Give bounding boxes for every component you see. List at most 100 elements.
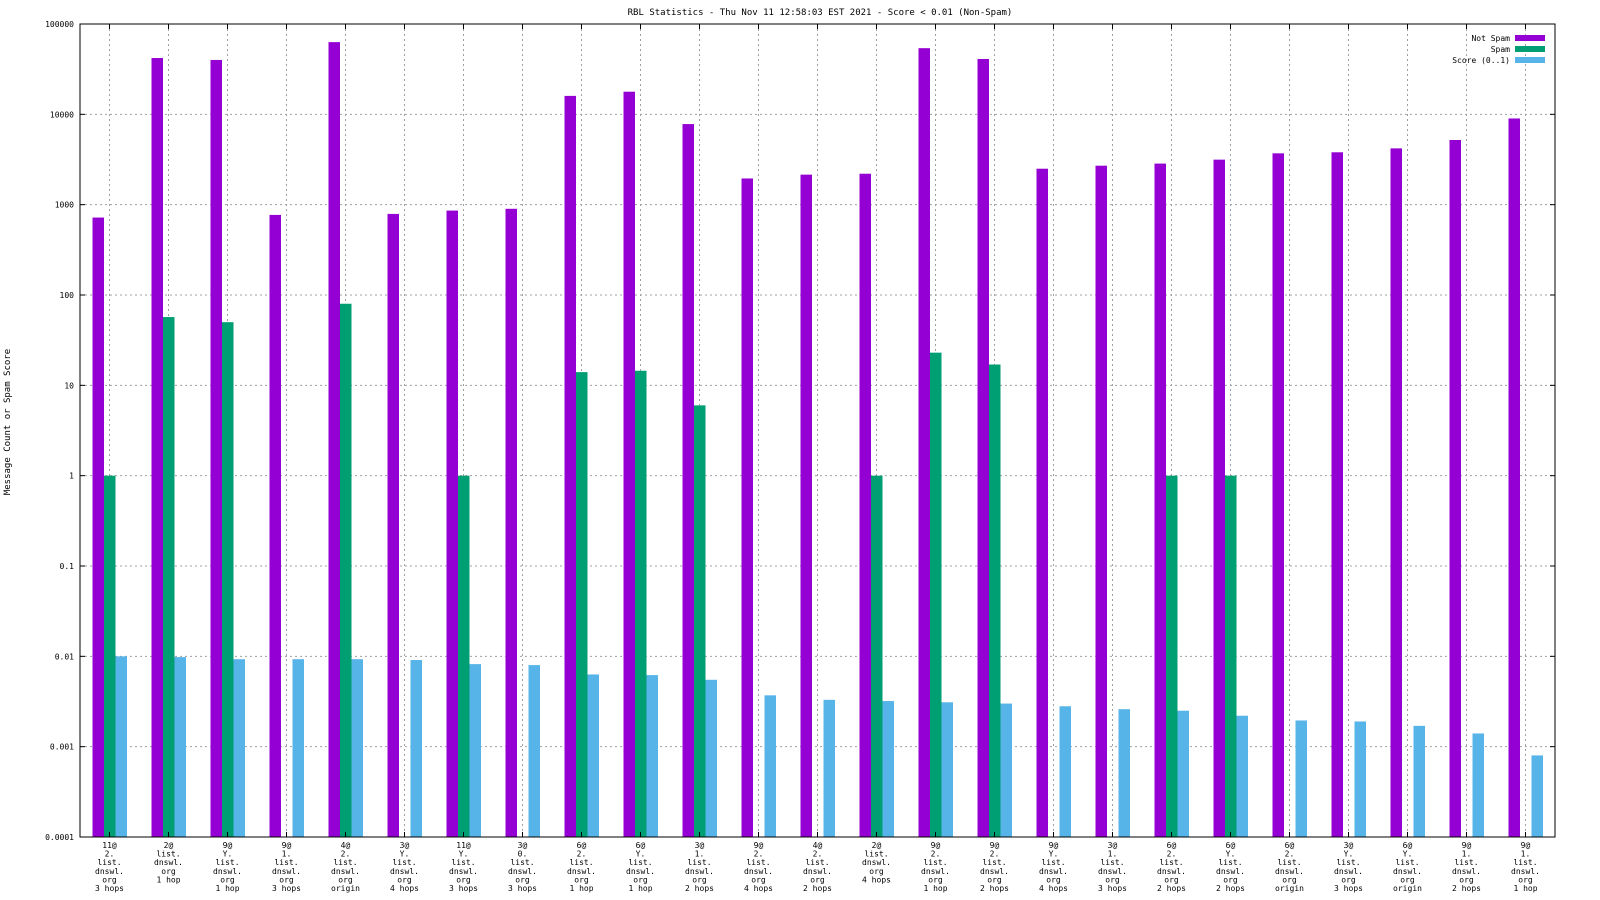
chart-title: RBL Statistics - Thu Nov 11 12:58:03 EST… [628, 8, 1013, 18]
bar-spam [222, 322, 234, 837]
x-tick-label-line: dnswl. [1452, 867, 1481, 876]
x-tick-label-line: 1. [282, 850, 292, 859]
x-tick-label: 9@ 1. list. dnswl. org 1 hop [1511, 841, 1540, 893]
bar-not-spam [1213, 159, 1225, 838]
x-tick-label-line: 2. [1167, 850, 1177, 859]
axes-layer: 0.0001 0.001 0.01 0.1 1 10 100 1000 10000 100000 1… [45, 20, 1556, 893]
x-tick-label-line: Y. [223, 850, 233, 859]
y-tick-label: 10000 [50, 110, 74, 119]
bar-score-0-1 [823, 699, 835, 837]
bar-not-spam [328, 42, 340, 838]
x-tick-label-line: list. [1041, 858, 1065, 867]
x-tick-label: 9@ 2. list. dnswl. org 4 hops [744, 841, 773, 893]
x-tick-label-line: list. [1454, 858, 1478, 867]
x-tick-label: 11@ 2. list. dnswl. org 3 hops [95, 841, 124, 893]
x-tick-label-line: 9@ [931, 841, 941, 850]
bar-score-0-1 [646, 675, 658, 837]
x-tick-label-line: list. [215, 858, 239, 867]
x-tick-label-line: 6@ [636, 841, 646, 850]
bar-not-spam [800, 174, 812, 837]
x-tick-label-line: 6@ [1167, 841, 1177, 850]
x-tick-label-line: list. [1159, 858, 1183, 867]
bars-layer [92, 42, 1543, 838]
x-tick-label-line: dnswl. [1393, 867, 1422, 876]
bar-spam [930, 352, 942, 837]
x-tick-label-line: list. [569, 858, 593, 867]
bar-spam [1166, 475, 1178, 837]
bar-not-spam [918, 48, 930, 837]
x-tick-label-line: 3@ [1344, 841, 1354, 850]
bar-score-0-1 [1354, 721, 1366, 837]
bar-not-spam [623, 91, 635, 838]
bar-score-0-1 [1000, 703, 1012, 837]
plot-frame [79, 23, 1556, 838]
bar-score-0-1 [1531, 755, 1543, 837]
x-tick-label-line: list. [805, 858, 829, 867]
x-tick-label-line: org [1518, 875, 1533, 884]
x-tick-label-line: list. [510, 858, 534, 867]
bar-not-spam [1272, 153, 1284, 837]
x-tick-label-line: list. [333, 858, 357, 867]
x-tick-label-line: org [1223, 875, 1238, 884]
y-tick-label: 0.01 [55, 652, 74, 661]
x-tick-label-line: list. [1277, 858, 1301, 867]
x-tick-label-line: list. [1513, 858, 1537, 867]
x-tick-label-line: 9@ [1049, 841, 1059, 850]
x-tick-label-line: 3@ [518, 841, 528, 850]
bar-spam [694, 405, 706, 837]
bar-score-0-1 [882, 701, 894, 837]
bar-score-0-1 [1059, 706, 1071, 837]
x-tick-label-line: 1 hop [156, 875, 180, 884]
bar-score-0-1 [528, 665, 540, 837]
x-tick-label-line: 1 hop [569, 884, 593, 893]
x-tick-label-line: org [928, 875, 943, 884]
x-tick-label-line: dnswl. [744, 867, 773, 876]
x-tick-label-line: org [1282, 875, 1297, 884]
x-tick-label-line: dnswl. [1216, 867, 1245, 876]
x-tick-label-line: dnswl. [331, 867, 360, 876]
x-tick-label-line: list. [274, 858, 298, 867]
x-tick-label-line: list. [156, 850, 180, 859]
x-tick-label-line: 1 hop [923, 884, 947, 893]
x-tick-label-line: 9@ [1521, 841, 1531, 850]
bar-score-0-1 [1118, 709, 1130, 837]
bar-score-0-1 [351, 659, 363, 837]
x-tick-label-line: 0. [518, 850, 528, 859]
x-tick-label: 4@ 2. list. dnswl. org origin [331, 841, 360, 893]
x-tick-label-line: org [338, 875, 353, 884]
x-tick-label: 6@ 2. list. dnswl. org 1 hop [567, 841, 596, 893]
legend-label: Score (0..1) [1452, 56, 1510, 65]
x-tick-label-line: list. [97, 858, 121, 867]
x-tick-label-line: 11@ [456, 841, 471, 850]
x-tick-label-line: org [279, 875, 294, 884]
x-tick-label-line: 4@ [813, 841, 823, 850]
x-tick-label-line: 2 hops [1216, 884, 1245, 893]
x-tick-label-line: 9@ [282, 841, 292, 850]
x-tick-label-line: org [633, 875, 648, 884]
x-tick-label-line: 2 hops [803, 884, 832, 893]
x-tick-label: 6@ Y. list. dnswl. org 1 hop [626, 841, 655, 893]
x-tick-label-line: dnswl. [272, 867, 301, 876]
x-tick-label-line: org [692, 875, 707, 884]
bar-not-spam [564, 95, 576, 838]
x-tick-label-line: 3 hops [1098, 884, 1127, 893]
x-tick-label-line: org [1459, 875, 1474, 884]
bar-score-0-1 [705, 679, 717, 837]
legend-label: Spam [1491, 45, 1510, 54]
x-tick-label-line: org [1046, 875, 1061, 884]
x-tick-label-line: Y. [636, 850, 646, 859]
legend: Not Spam Spam Score (0..1) [1452, 34, 1545, 65]
x-tick-label-line: 4 hops [744, 884, 773, 893]
x-tick-label: 2@ list. dnswl. org 1 hop [154, 841, 183, 884]
x-tick-label-line: 2. [813, 850, 823, 859]
x-tick-label-line: dnswl. [803, 867, 832, 876]
bar-not-spam [977, 58, 989, 838]
x-tick-label-line: org [161, 867, 176, 876]
x-tick-label-line: org [869, 867, 884, 876]
y-axis-label: Message Count or Spam Score [3, 349, 13, 495]
x-tick-label-line: org [102, 875, 117, 884]
x-tick-label-line: 1. [1521, 850, 1531, 859]
x-tick-label-line: dnswl. [1275, 867, 1304, 876]
x-tick-label-line: 2 hops [1157, 884, 1186, 893]
x-tick-label-line: Y. [1226, 850, 1236, 859]
